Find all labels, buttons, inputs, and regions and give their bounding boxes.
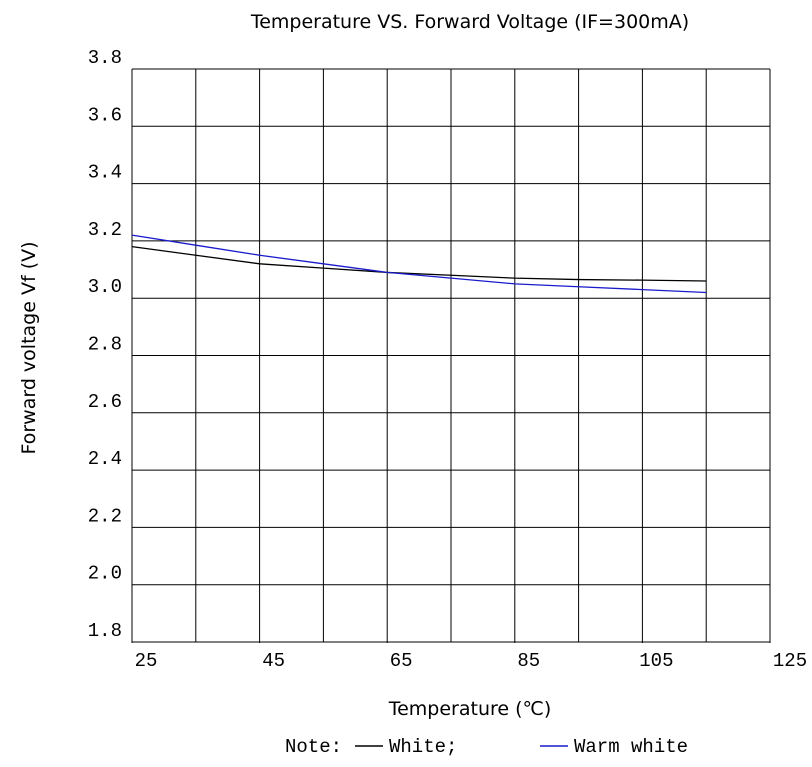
chart-title: Temperature VS. Forward Voltage (IF=300m… bbox=[250, 11, 689, 33]
x-axis-label: Temperature (℃) bbox=[388, 698, 552, 720]
line bbox=[131, 245, 707, 282]
x-tick-label: 25 bbox=[135, 650, 158, 672]
y-tick-label: 1.8 bbox=[88, 620, 122, 642]
y-tick-label: 3.8 bbox=[88, 47, 122, 69]
legend-label: Warm white bbox=[574, 736, 688, 758]
y-tick-label: 3.0 bbox=[88, 276, 122, 298]
y-tick-label: 2.4 bbox=[88, 448, 122, 470]
y-tick-label: 3.6 bbox=[88, 104, 122, 126]
legend-prefix: Note: bbox=[285, 736, 342, 758]
x-tick-label: 85 bbox=[517, 650, 540, 672]
line bbox=[131, 234, 707, 294]
y-tick-label: 2.0 bbox=[88, 563, 122, 585]
legend-label: White bbox=[389, 736, 446, 758]
x-tick-label: 65 bbox=[390, 650, 413, 672]
x-tick-label: 105 bbox=[639, 650, 673, 672]
x-tick-label: 45 bbox=[262, 650, 285, 672]
y-tick-label: 2.2 bbox=[88, 505, 122, 527]
y-tick-label: 2.8 bbox=[88, 334, 122, 356]
legend-separator: ; bbox=[446, 736, 457, 758]
y-axis-label: Forward voltage Vf (V) bbox=[18, 241, 40, 454]
y-tick-label: 3.2 bbox=[88, 219, 122, 241]
x-tick-label: 125 bbox=[773, 650, 807, 672]
y-tick-label: 3.4 bbox=[88, 162, 122, 184]
y-tick-label: 2.6 bbox=[88, 391, 122, 413]
